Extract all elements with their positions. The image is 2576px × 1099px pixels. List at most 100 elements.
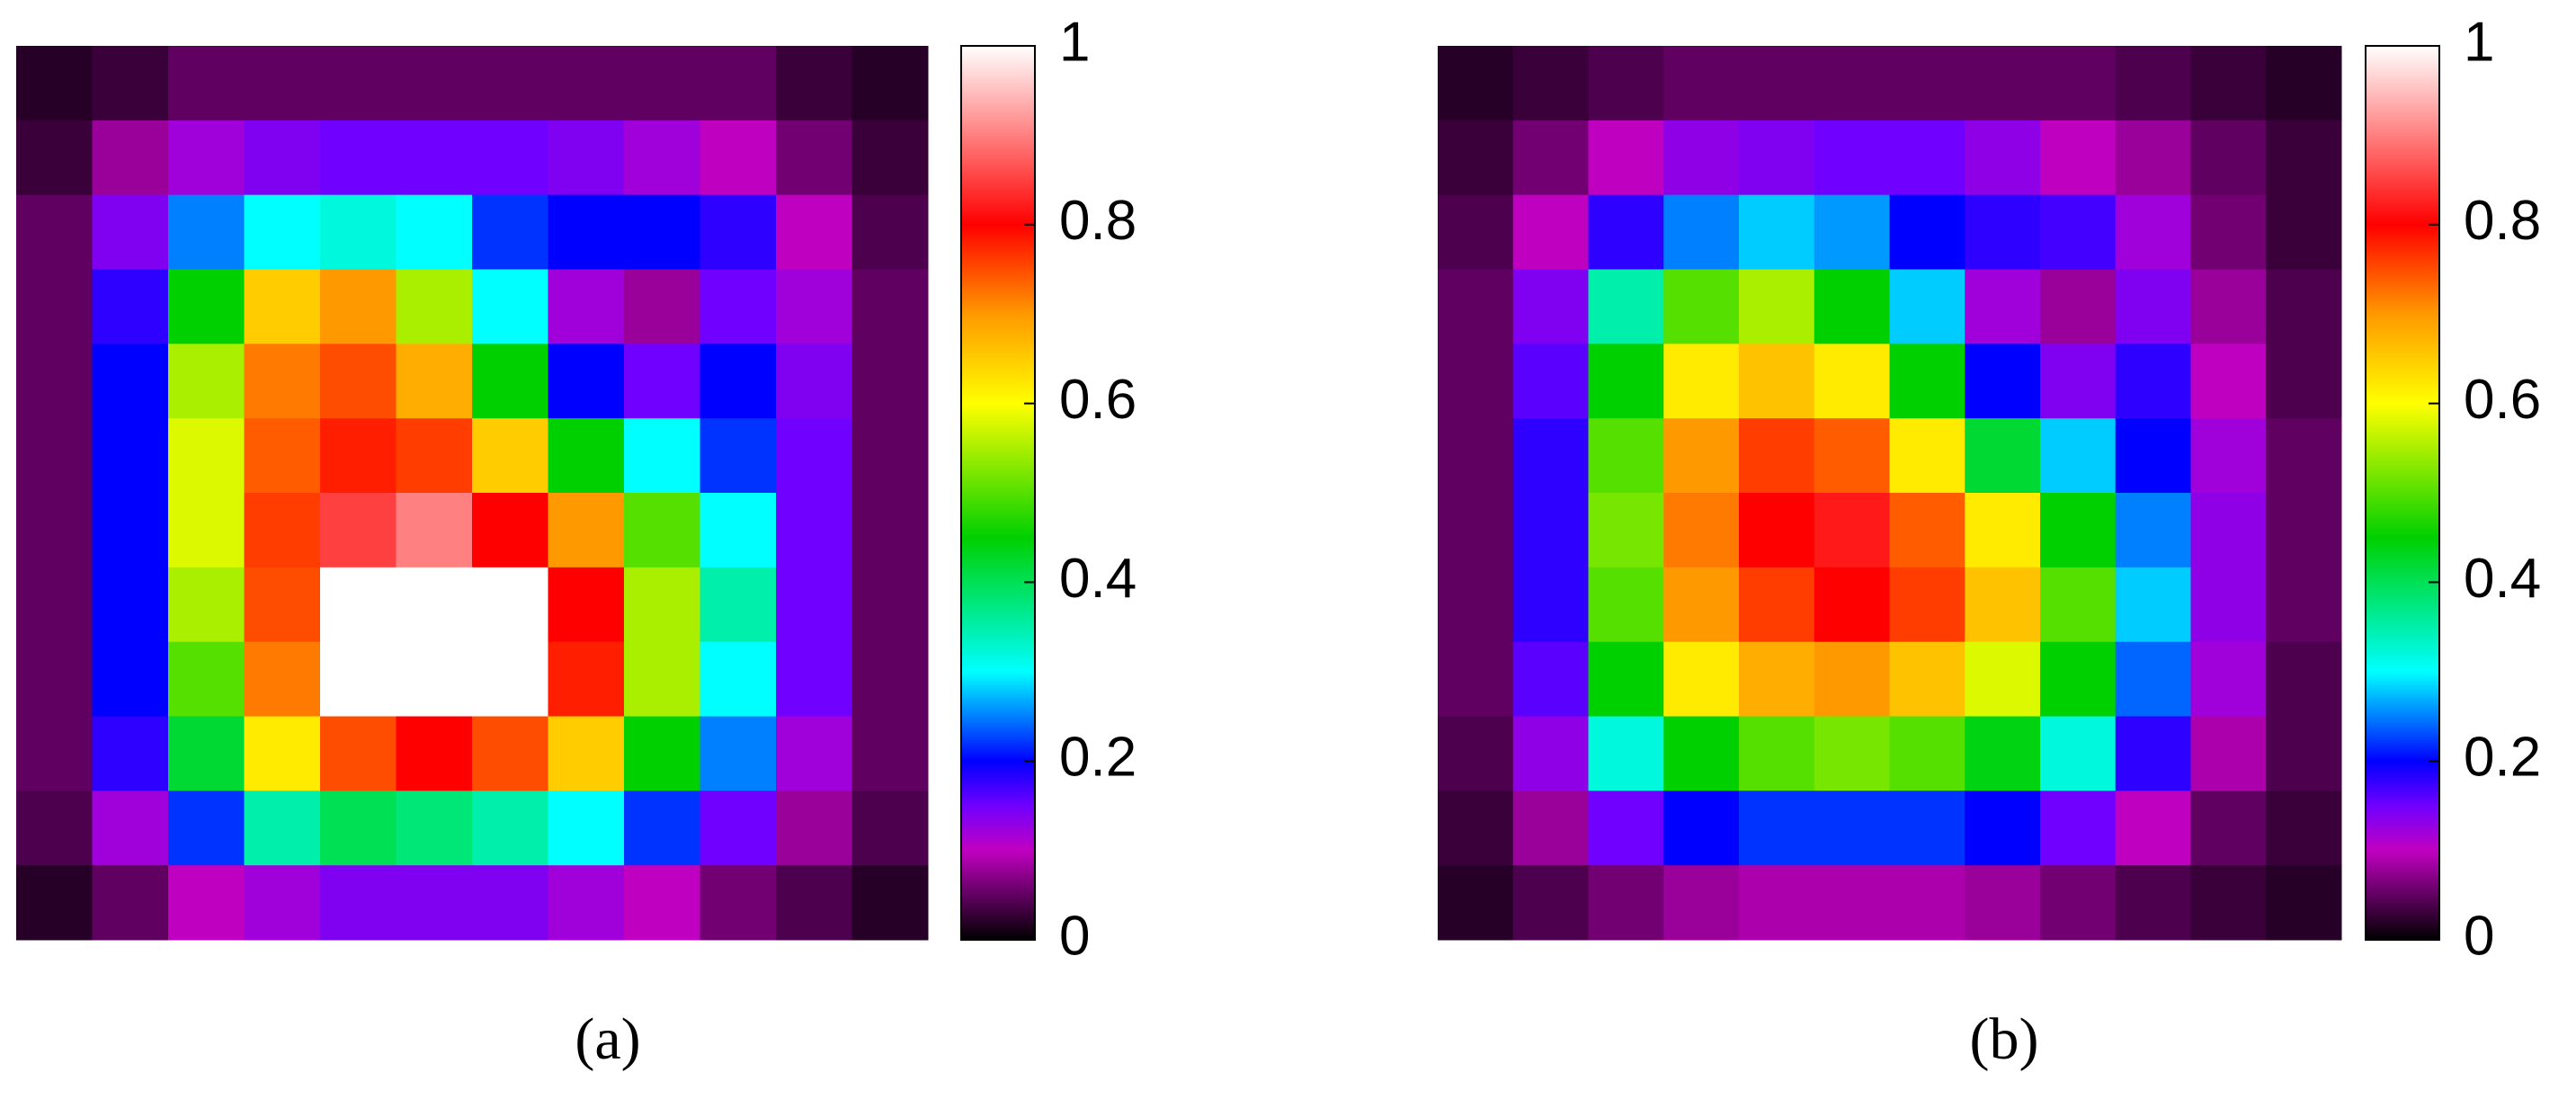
colorbar-tick-label: 0.8 bbox=[2464, 190, 2541, 252]
heat-cell bbox=[1739, 344, 1815, 419]
heat-cell bbox=[244, 120, 321, 196]
heat-cell bbox=[1512, 493, 1589, 568]
heat-cell bbox=[2115, 567, 2191, 643]
heat-cell bbox=[1663, 567, 1740, 643]
heat-cell bbox=[548, 716, 625, 791]
heat-cell bbox=[1889, 865, 1965, 941]
heat-cell bbox=[1739, 493, 1815, 568]
heat-cell bbox=[1889, 716, 1965, 791]
heat-cell bbox=[851, 194, 929, 270]
heat-cell bbox=[1739, 194, 1815, 270]
heat-cell bbox=[2040, 194, 2117, 270]
heat-cell bbox=[624, 493, 700, 568]
heat-cell bbox=[2040, 493, 2117, 568]
heat-cell bbox=[776, 46, 852, 121]
heat-cell bbox=[700, 194, 777, 270]
heat-cell bbox=[851, 865, 929, 941]
heat-cell bbox=[1438, 716, 1514, 791]
heat-cell bbox=[320, 641, 397, 717]
heat-cell bbox=[2266, 493, 2342, 568]
heat-cell bbox=[168, 269, 245, 344]
heat-cell bbox=[548, 567, 625, 643]
heat-cell bbox=[92, 791, 169, 866]
heat-cell bbox=[396, 641, 473, 717]
heat-cell bbox=[320, 493, 397, 568]
heat-cell bbox=[851, 791, 929, 866]
heat-cell bbox=[92, 46, 169, 121]
colorbar-tick-label: 1 bbox=[1059, 11, 1090, 73]
heat-cell bbox=[2190, 641, 2267, 717]
heat-cell bbox=[700, 641, 777, 717]
heat-cell bbox=[16, 194, 93, 270]
heat-cell bbox=[1814, 865, 1890, 941]
heat-cell bbox=[548, 344, 625, 419]
heat-cell bbox=[1438, 194, 1514, 270]
heat-cell bbox=[2115, 418, 2191, 494]
heat-cell bbox=[2190, 269, 2267, 344]
heat-cell bbox=[548, 194, 625, 270]
heat-cell bbox=[624, 344, 700, 419]
heat-cell bbox=[1814, 194, 1890, 270]
heat-cell bbox=[396, 791, 473, 866]
heat-cell bbox=[2115, 865, 2191, 941]
heat-cell bbox=[1739, 791, 1815, 866]
heat-cell bbox=[624, 641, 700, 717]
heat-cell bbox=[1663, 120, 1740, 196]
heat-cell bbox=[320, 716, 397, 791]
heat-cell bbox=[244, 865, 321, 941]
heat-cell bbox=[2040, 567, 2117, 643]
heat-cell bbox=[700, 46, 777, 121]
heat-cell bbox=[1663, 493, 1740, 568]
heat-cell bbox=[2040, 120, 2117, 196]
heat-cell bbox=[1512, 344, 1589, 419]
heat-cell bbox=[1588, 120, 1664, 196]
heat-cell bbox=[2115, 344, 2191, 419]
heat-cell bbox=[1438, 567, 1514, 643]
heat-cell bbox=[1739, 865, 1815, 941]
heat-cell bbox=[472, 269, 548, 344]
heat-cell bbox=[624, 791, 700, 866]
heat-cell bbox=[1512, 716, 1589, 791]
heat-cell bbox=[1739, 120, 1815, 196]
heat-cell bbox=[1739, 641, 1815, 717]
heat-cell bbox=[472, 641, 548, 717]
heat-cell bbox=[396, 120, 473, 196]
heat-cell bbox=[1889, 493, 1965, 568]
heat-cell bbox=[700, 344, 777, 419]
heat-cell bbox=[2190, 865, 2267, 941]
heat-cell bbox=[776, 418, 852, 494]
heat-cell bbox=[396, 493, 473, 568]
heat-cell bbox=[168, 791, 245, 866]
heat-cell bbox=[700, 269, 777, 344]
heat-cell bbox=[2115, 716, 2191, 791]
heat-cell bbox=[1965, 120, 2041, 196]
heat-cell bbox=[776, 194, 852, 270]
heat-cell bbox=[396, 716, 473, 791]
heat-cell bbox=[2190, 567, 2267, 643]
heat-cell bbox=[2040, 269, 2117, 344]
heat-cell bbox=[168, 641, 245, 717]
heat-cell bbox=[2266, 120, 2342, 196]
heat-cell bbox=[396, 344, 473, 419]
heat-cell bbox=[1965, 791, 2041, 866]
heat-cell bbox=[1814, 418, 1890, 494]
heat-cell bbox=[92, 269, 169, 344]
heat-cell bbox=[1588, 269, 1664, 344]
colorbar-tick-label: 0 bbox=[2464, 905, 2494, 967]
heat-cell bbox=[1588, 641, 1664, 717]
heat-cell bbox=[1814, 716, 1890, 791]
heat-cell bbox=[1663, 269, 1740, 344]
heat-cell bbox=[396, 865, 473, 941]
heat-cell bbox=[1965, 194, 2041, 270]
heat-cell bbox=[1663, 865, 1740, 941]
heat-cell bbox=[1438, 641, 1514, 717]
heat-cell bbox=[1889, 791, 1965, 866]
heat-cell bbox=[1588, 418, 1664, 494]
heat-cell bbox=[2040, 46, 2117, 121]
heat-cell bbox=[1965, 344, 2041, 419]
heat-cell bbox=[472, 194, 548, 270]
heat-cell bbox=[472, 567, 548, 643]
heat-cell bbox=[1438, 493, 1514, 568]
heat-cell bbox=[548, 120, 625, 196]
heat-cell bbox=[548, 493, 625, 568]
